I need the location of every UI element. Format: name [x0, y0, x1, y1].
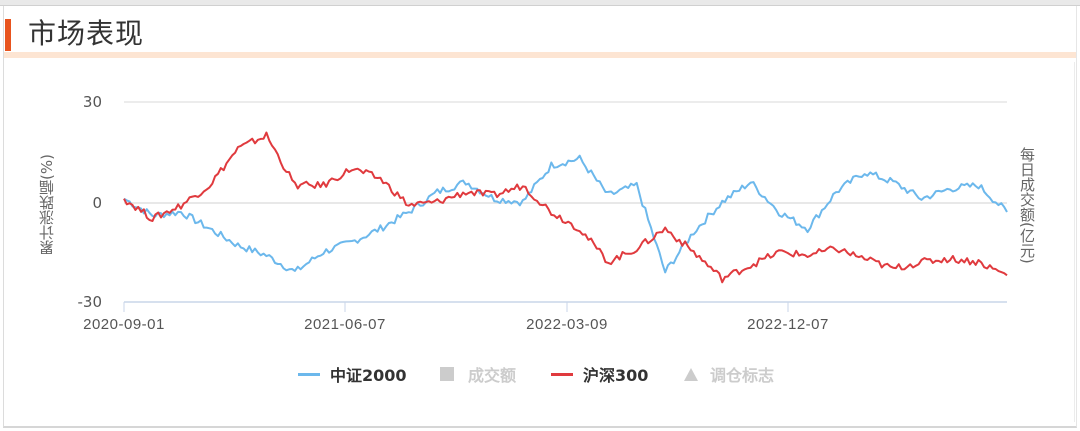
line-swatch-icon: [298, 372, 320, 376]
series-line-csi2000[interactable]: [123, 154, 1008, 274]
x-tick-1: 2020-09-01: [83, 316, 165, 333]
series-line-csi300[interactable]: [123, 131, 1008, 284]
line-swatch-icon: [551, 372, 573, 376]
y-axis-right-label: 每日成交额(亿元): [1018, 146, 1036, 264]
triangle-icon: [684, 367, 698, 381]
chart-legend: 中证2000 成交额 沪深300 调仓标志: [0, 361, 1080, 387]
y-axis-left-label: 累计涨跌幅(%): [38, 154, 56, 256]
title-accent-bar: [5, 19, 11, 51]
page-title: 市场表现: [28, 17, 145, 50]
x-tick-3: 2022-03-09: [526, 316, 608, 333]
legend-label: 调仓标志: [710, 366, 775, 385]
legend-label: 沪深300: [583, 366, 649, 385]
market-performance-panel: 市场表现: [3, 6, 1077, 428]
square-swatch-icon: [440, 367, 454, 381]
y-tick-0: 0: [92, 194, 102, 212]
legend-item-rebalance-marker[interactable]: 调仓标志: [684, 361, 774, 387]
x-tick-2: 2021-06-07: [304, 316, 386, 333]
legend-item-csi300[interactable]: 沪深300: [551, 361, 648, 387]
top-border: [0, 0, 1080, 6]
panel-divider: [1074, 62, 1075, 422]
legend-item-csi2000[interactable]: 中证2000: [298, 361, 407, 387]
legend-label: 成交额: [468, 366, 517, 385]
panel-header: 市场表现: [4, 6, 1076, 52]
header-underline: [4, 52, 1076, 58]
grid-lines: [124, 101, 1007, 204]
legend-label: 中证2000: [330, 366, 407, 385]
x-axis: [123, 301, 1007, 312]
legend-item-turnover[interactable]: 成交额: [440, 361, 516, 387]
y-tick-neg30: -30: [77, 293, 103, 311]
y-tick-30: 30: [82, 93, 102, 111]
x-tick-4: 2022-12-07: [747, 316, 829, 333]
